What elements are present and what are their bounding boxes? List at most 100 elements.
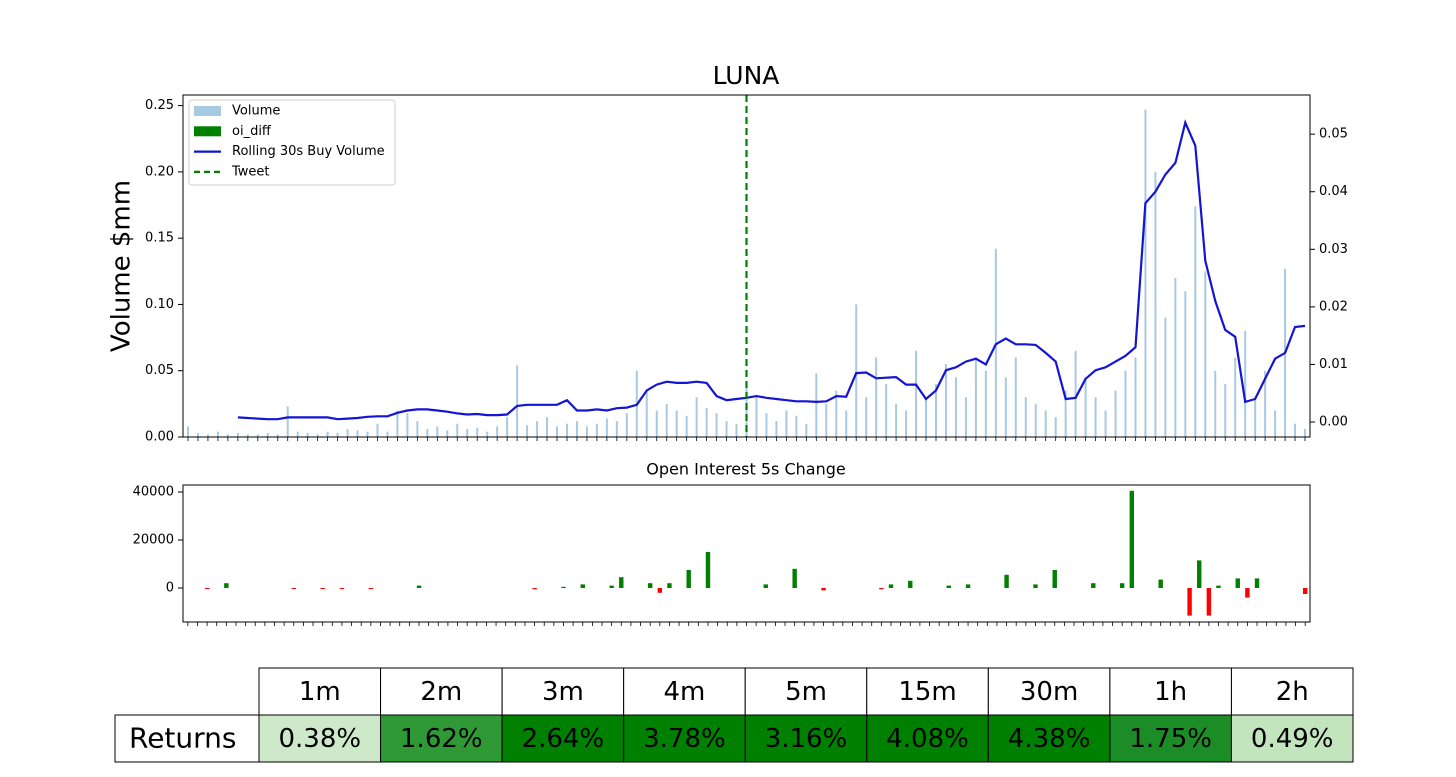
oi-bar <box>647 583 653 588</box>
return-text: 1.62% <box>400 724 483 754</box>
volume-bar <box>685 415 688 437</box>
volume-bar <box>655 410 658 437</box>
volume-bar <box>1204 271 1207 437</box>
volume-bar <box>396 410 399 437</box>
oi-bar <box>821 587 826 591</box>
header-text: 1h <box>1154 677 1187 707</box>
legend-label: Rolling 30s Buy Volume <box>232 144 385 159</box>
volume-bar <box>994 248 997 437</box>
volume-bar <box>1094 397 1097 437</box>
oi-bar <box>888 584 894 588</box>
oi-bar <box>368 587 374 589</box>
header-text: 3m <box>542 677 584 707</box>
volume-bar <box>735 423 738 437</box>
header-text: 2m <box>420 677 462 707</box>
volume-bar <box>1214 370 1217 437</box>
volume-bar <box>1024 397 1027 437</box>
volume-bar <box>366 431 369 437</box>
volume-bar <box>406 413 409 437</box>
oi-bar <box>879 587 884 590</box>
volume-bar <box>825 403 828 437</box>
header-cell <box>987 667 1111 716</box>
y2-tick-label: 0.04 <box>1319 184 1348 199</box>
volume-bar <box>476 427 479 437</box>
volume-bar <box>815 373 818 437</box>
volume-bar <box>556 426 559 437</box>
volume-bar <box>1304 429 1307 437</box>
volume-bar <box>546 417 549 437</box>
row-label: Returns <box>129 722 237 755</box>
oi-bar <box>1235 578 1240 588</box>
volume-bar <box>536 421 539 437</box>
volume-bar <box>615 421 618 437</box>
volume-bar <box>1134 357 1137 437</box>
header-text: 30m <box>1020 677 1078 707</box>
volume-bar <box>944 364 947 437</box>
oi-bar <box>1245 587 1250 598</box>
oi-bar <box>609 585 614 588</box>
volume-bar <box>436 426 439 437</box>
volume-bar <box>745 383 748 437</box>
y-tick-label: 0.10 <box>145 297 174 312</box>
volume-bar <box>974 357 977 437</box>
volume-bar <box>326 431 329 437</box>
y-tick-label: 0 <box>166 580 174 595</box>
volume-bar <box>795 415 798 437</box>
oi-bar <box>1129 490 1134 588</box>
volume-bar <box>1234 357 1237 437</box>
y-tick-label: 40000 <box>133 485 174 500</box>
return-cell <box>623 714 746 763</box>
volume-bar <box>775 421 778 437</box>
return-text: 3.78% <box>643 724 726 754</box>
volume-bar <box>585 426 588 437</box>
volume-bar <box>1244 330 1247 437</box>
volume-bar <box>1114 390 1117 437</box>
volume-bar <box>426 429 429 437</box>
legend-label: Volume <box>232 104 280 119</box>
y-tick-label: 20000 <box>133 533 174 548</box>
rolling-line <box>237 119 1306 421</box>
volume-bar <box>835 390 838 437</box>
volume-bar <box>446 430 449 437</box>
y2-tick-label: 0.00 <box>1319 415 1348 430</box>
volume-bar <box>905 410 908 437</box>
volume-bar <box>226 434 229 437</box>
volume-bar <box>915 350 918 437</box>
oi-bar <box>1197 560 1202 588</box>
return-text: 4.38% <box>1008 724 1091 754</box>
header-cell <box>623 667 746 716</box>
volume-bar <box>1044 410 1047 437</box>
volume-bar <box>386 431 389 437</box>
volume-bar <box>695 397 698 437</box>
volume-bar <box>1074 350 1077 437</box>
volume-bar <box>675 410 678 437</box>
volume-bar <box>895 403 898 437</box>
y-tick-label: 0.25 <box>145 98 174 113</box>
volume-bar <box>865 397 868 437</box>
return-cell <box>744 714 868 763</box>
oi-bar <box>580 584 585 588</box>
volume-bar <box>1004 377 1007 437</box>
oi-bar <box>657 587 663 593</box>
oi-bar <box>667 583 672 588</box>
volume-bar <box>925 397 928 437</box>
plot-frame <box>182 94 1311 438</box>
volume-bar <box>526 425 529 437</box>
volume-bar <box>954 377 957 437</box>
header-cell <box>1109 667 1232 716</box>
volume-bar <box>984 370 987 437</box>
oi-bar <box>224 583 229 588</box>
legend-label: oi_diff <box>232 124 272 139</box>
oi-bar <box>705 552 711 588</box>
oi-bar <box>908 580 913 588</box>
y2-tick-label: 0.02 <box>1319 299 1348 314</box>
header-cell <box>258 667 382 716</box>
volume-bar <box>1254 397 1257 437</box>
volume-bar <box>356 430 359 437</box>
volume-bar <box>665 403 668 437</box>
return-text: 0.38% <box>278 724 361 754</box>
header-text: 2h <box>1276 677 1309 707</box>
oi-bar <box>1216 585 1221 588</box>
row-label-cell <box>114 714 260 763</box>
